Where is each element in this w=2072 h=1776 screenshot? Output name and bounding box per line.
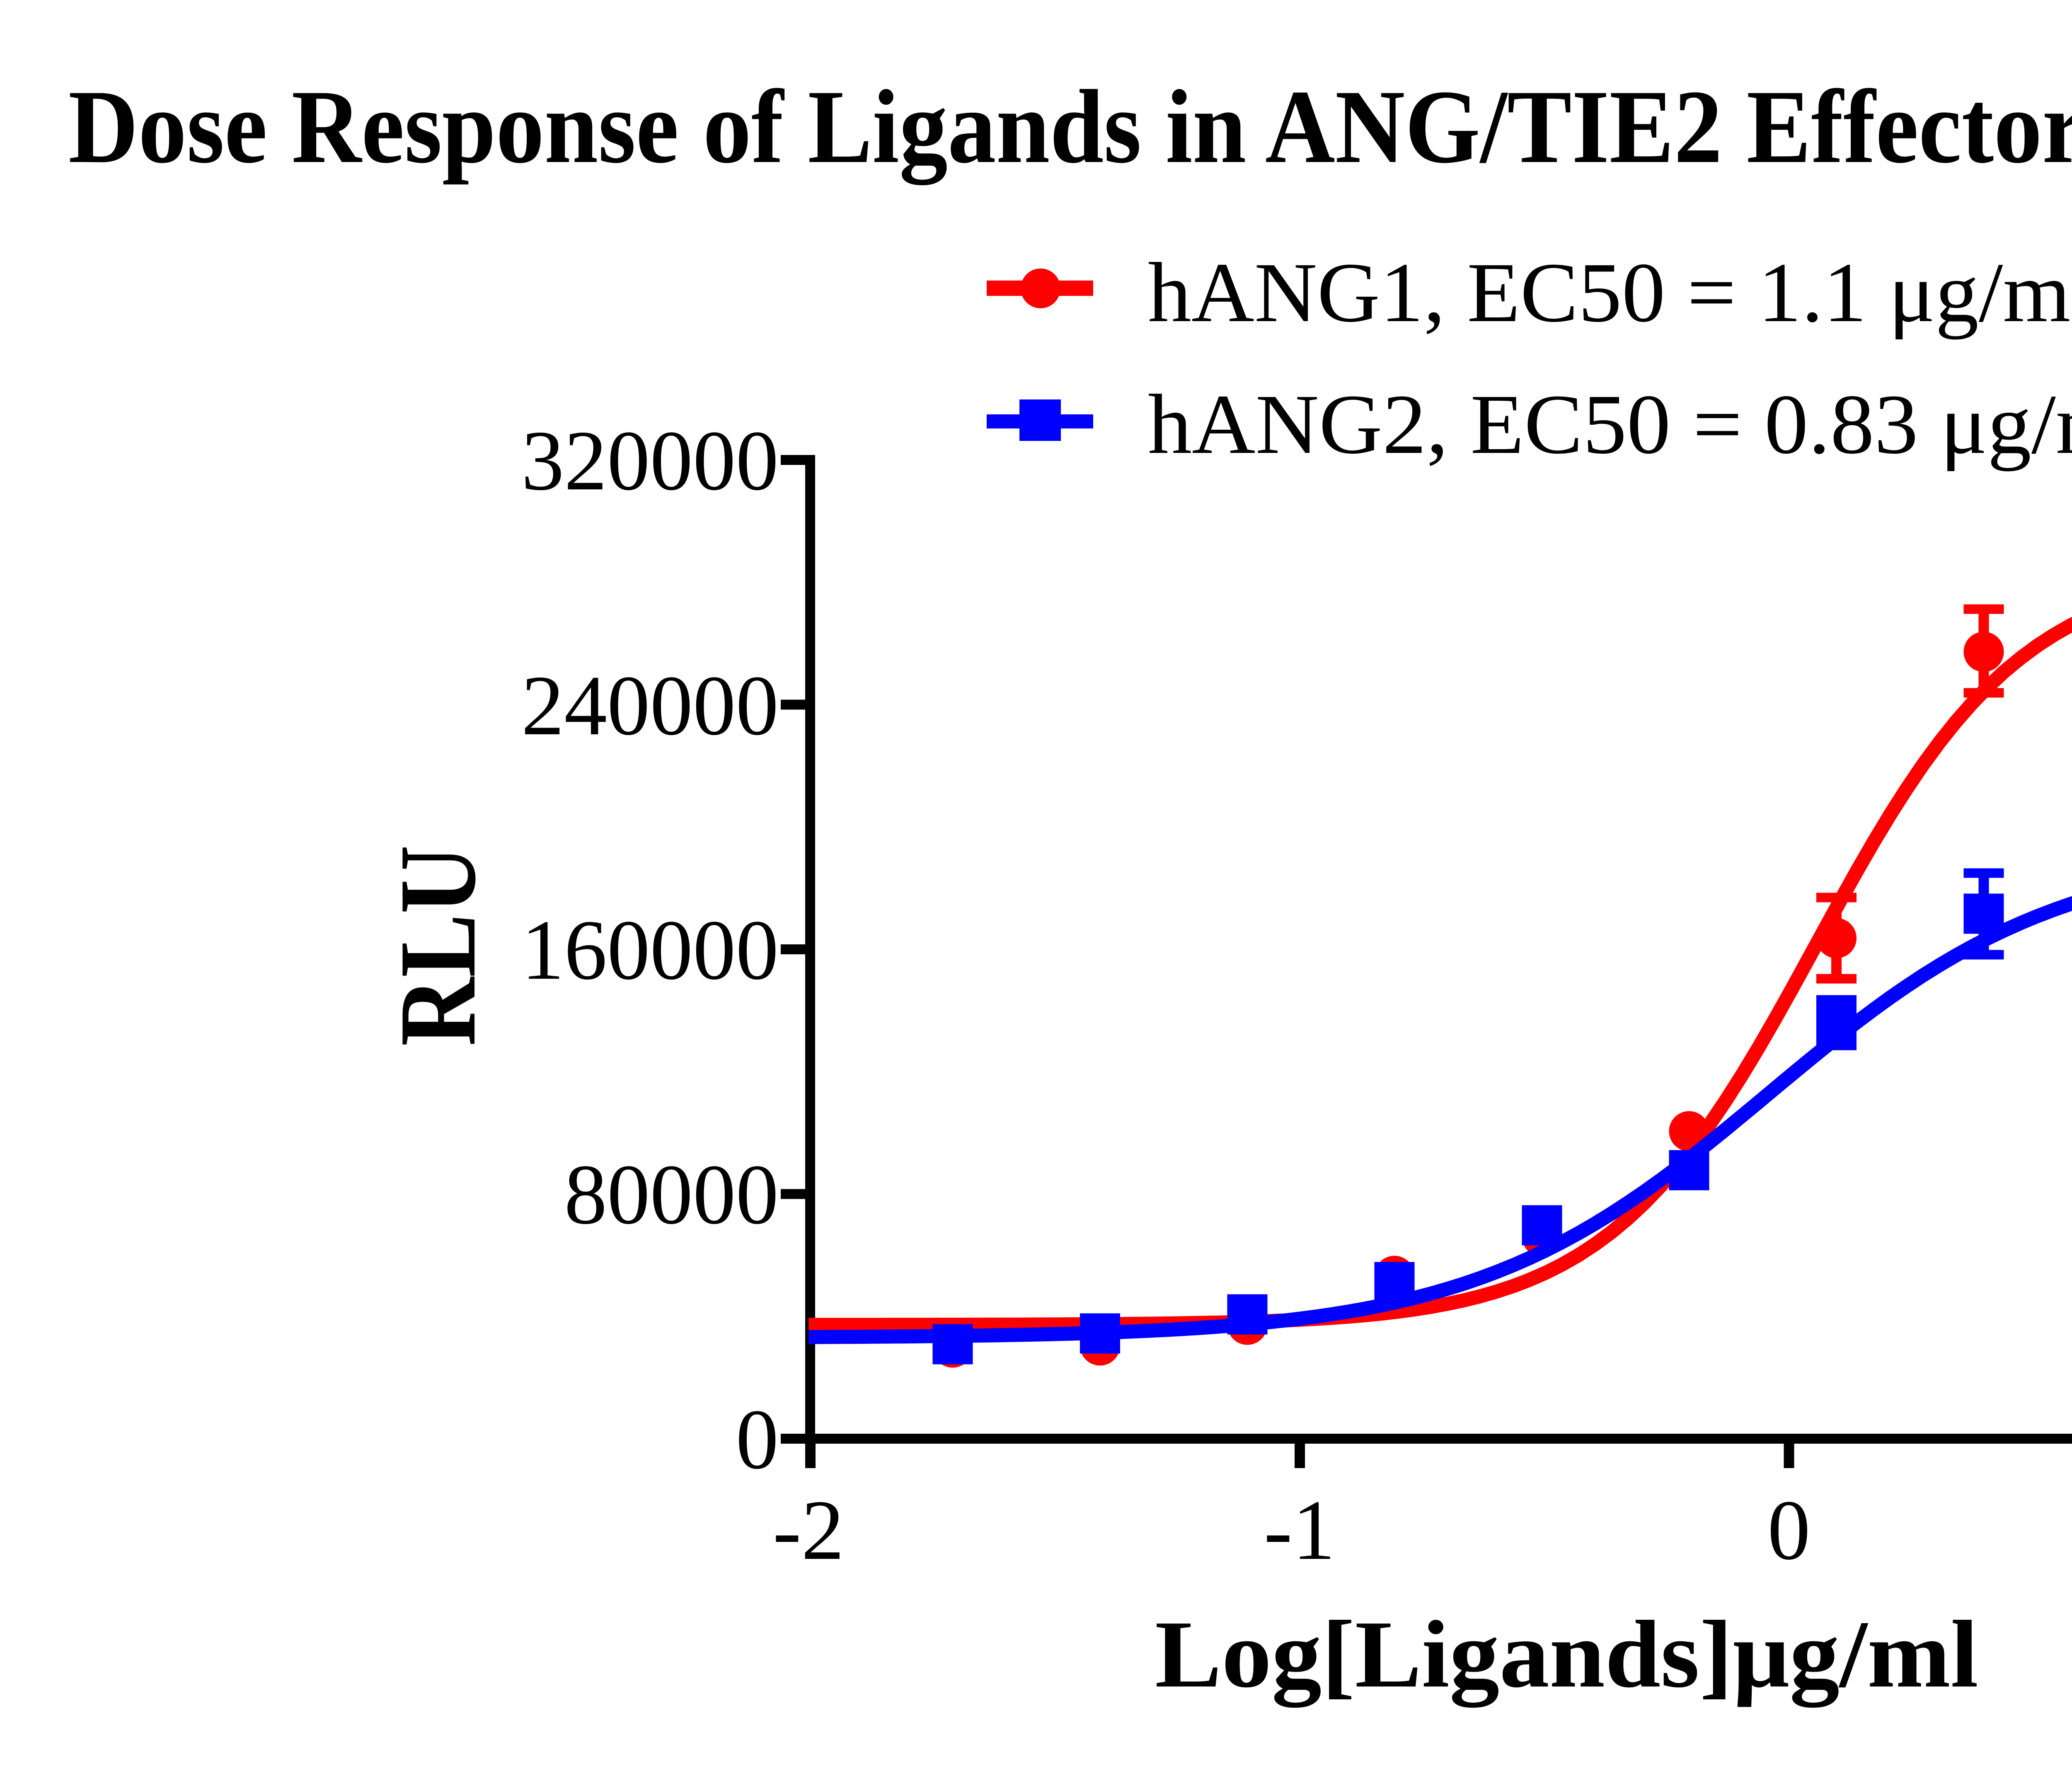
svg-text:0: 0	[1767, 1483, 1811, 1578]
svg-text:240000: 240000	[521, 658, 779, 753]
svg-text:Dose Response of Ligands in AN: Dose Response of Ligands in ANG/TIE2 Eff…	[68, 68, 2072, 185]
svg-text:0: 0	[736, 1392, 779, 1487]
svg-text:Log[Ligands]μg/ml: Log[Ligands]μg/ml	[1155, 1601, 1978, 1708]
svg-text:-2: -2	[773, 1483, 844, 1578]
svg-text:RLU: RLU	[377, 845, 499, 1046]
svg-text:-1: -1	[1264, 1483, 1335, 1578]
svg-text:hANG2, EC50 = 0.83 μg/ml: hANG2, EC50 = 0.83 μg/ml	[1148, 377, 2072, 472]
svg-text:160000: 160000	[521, 903, 779, 997]
svg-text:hANG1, EC50 = 1.1 μg/ml: hANG1, EC50 = 1.1 μg/ml	[1148, 245, 2072, 340]
svg-text:80000: 80000	[564, 1147, 779, 1242]
svg-text:320000: 320000	[521, 413, 779, 508]
